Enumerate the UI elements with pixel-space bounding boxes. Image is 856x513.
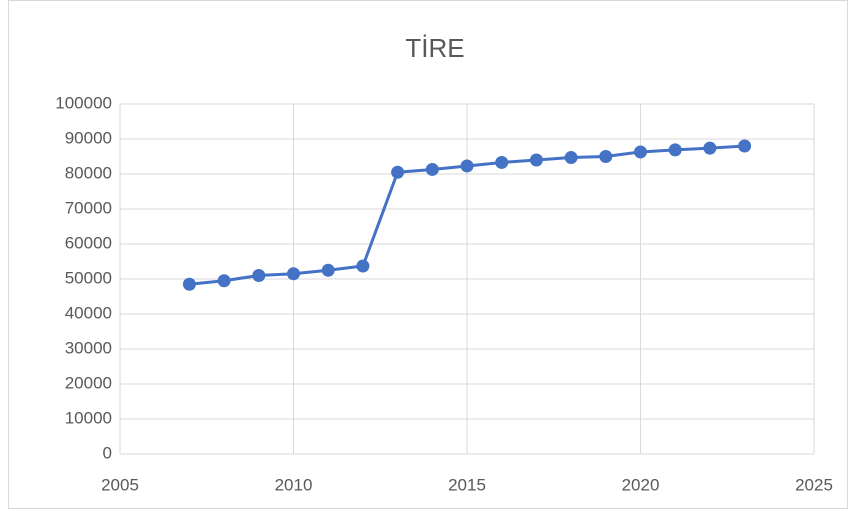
y-tick-label: 50000: [65, 268, 112, 287]
data-point: [287, 267, 300, 281]
y-tick-label: 70000: [65, 198, 112, 217]
x-tick-label: 2005: [101, 475, 139, 494]
data-point: [529, 153, 543, 167]
data-point: [356, 259, 370, 273]
data-point: [460, 159, 474, 173]
data-point: [217, 274, 231, 288]
chart-border: [8, 0, 848, 509]
data-point: [738, 139, 752, 153]
y-tick-label: 30000: [65, 338, 112, 357]
data-point: [599, 150, 613, 163]
data-point: [703, 141, 717, 155]
data-point: [495, 155, 509, 169]
x-tick-label: 2025: [795, 475, 833, 494]
y-tick-label: 100000: [55, 93, 112, 112]
data-point: [668, 143, 682, 157]
y-tick-label: 90000: [65, 128, 112, 147]
data-point: [634, 145, 647, 159]
y-tick-label: 60000: [65, 233, 112, 252]
data-point: [425, 162, 439, 176]
y-tick-label: 40000: [65, 303, 112, 322]
chart-title: TİRE: [405, 33, 464, 63]
x-tick-label: 2010: [275, 475, 313, 494]
x-tick-label: 2020: [622, 475, 660, 494]
y-tick-label: 20000: [65, 373, 112, 392]
data-point: [564, 151, 578, 165]
y-tick-label: 80000: [65, 163, 112, 182]
data-point: [182, 277, 196, 291]
data-point: [321, 263, 335, 277]
y-tick-label: 0: [103, 443, 112, 462]
y-tick-label: 10000: [65, 408, 112, 427]
x-tick-label: 2015: [448, 475, 486, 494]
data-point: [252, 269, 266, 282]
data-point: [391, 165, 405, 179]
